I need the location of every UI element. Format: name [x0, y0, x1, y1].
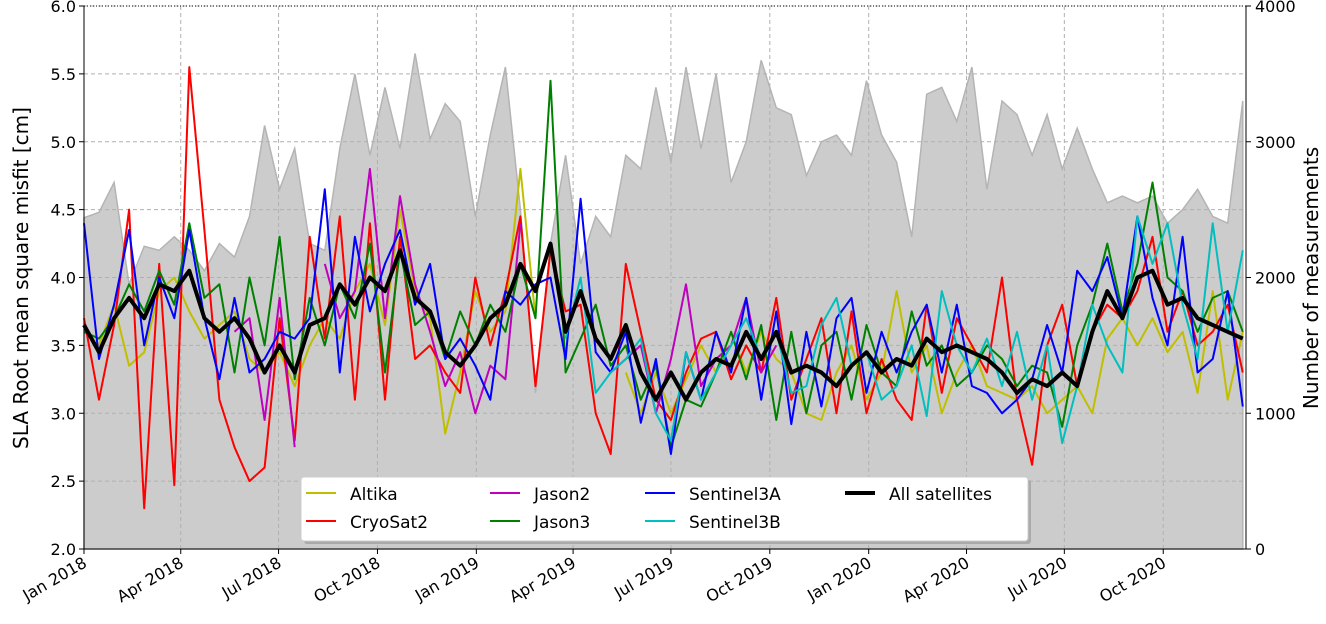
y-tick-label: 6.0 — [51, 0, 76, 16]
y-tick-label: 2.5 — [51, 472, 76, 491]
x-tick-label: Apr 2019 — [506, 553, 579, 606]
series-jason2-line — [233, 296, 296, 448]
series-sentinel3a-line — [83, 188, 1244, 455]
x-tick-label: Apr 2018 — [114, 553, 187, 606]
series-layer — [82, 66, 1244, 510]
y-tick-label: 5.5 — [51, 65, 76, 84]
legend-item-jason2-label: Jason2 — [533, 485, 590, 505]
x-tick-label: Jul 2019 — [610, 553, 677, 603]
legend-item-jason3-label: Jason3 — [533, 513, 590, 533]
legend-item-sentinel3b-label: Sentinel3B — [689, 513, 781, 533]
legend-item-cryosat2-label: CryoSat2 — [350, 513, 428, 533]
y2-tick-label: 3000 — [1255, 133, 1296, 152]
y2-tick-label: 1000 — [1255, 404, 1296, 423]
legend: Altika CryoSat2 Jason2 Jason3 Sentinel3A Sent… — [300, 476, 1031, 544]
y-axis-label: SLA Root mean square misfit [cm] — [9, 107, 33, 449]
y2-tick-label: 2000 — [1255, 269, 1296, 288]
y-tick-label: 4.0 — [51, 269, 76, 288]
y-tick-label: 5.0 — [51, 133, 76, 152]
y-tick-label: 3.5 — [51, 336, 76, 355]
legend-item-all-satellites-label: All satellites — [889, 485, 992, 505]
y2-axis-label: Number of measurements — [1299, 147, 1323, 409]
legend-item-sentinel3a-label: Sentinel3A — [689, 485, 781, 505]
y-tick-label: 4.5 — [51, 201, 76, 220]
x-tick-label: Jan 2018 — [19, 553, 90, 605]
y-tick-label: 3.0 — [51, 404, 76, 423]
series-altika-line — [83, 167, 537, 435]
x-tick-label: Oct 2019 — [703, 553, 776, 606]
series-jason2-line — [323, 167, 522, 415]
y2-tick-label: 0 — [1255, 540, 1265, 559]
x-tick-label: Jan 2019 — [411, 553, 482, 605]
x-tick-label: Oct 2020 — [1096, 553, 1169, 606]
x-tick-label: Jan 2020 — [803, 553, 874, 605]
y-tick-label: 2.0 — [51, 540, 76, 559]
x-tick-label: Jul 2018 — [218, 553, 285, 603]
series-all-satellites-line — [82, 241, 1244, 402]
x-tick-label: Oct 2018 — [310, 553, 383, 606]
x-tick-label: Jul 2020 — [1004, 553, 1071, 603]
legend-item-altika-label: Altika — [350, 485, 398, 505]
x-tick-label: Apr 2020 — [899, 553, 972, 606]
y2-tick-label: 4000 — [1255, 0, 1296, 16]
